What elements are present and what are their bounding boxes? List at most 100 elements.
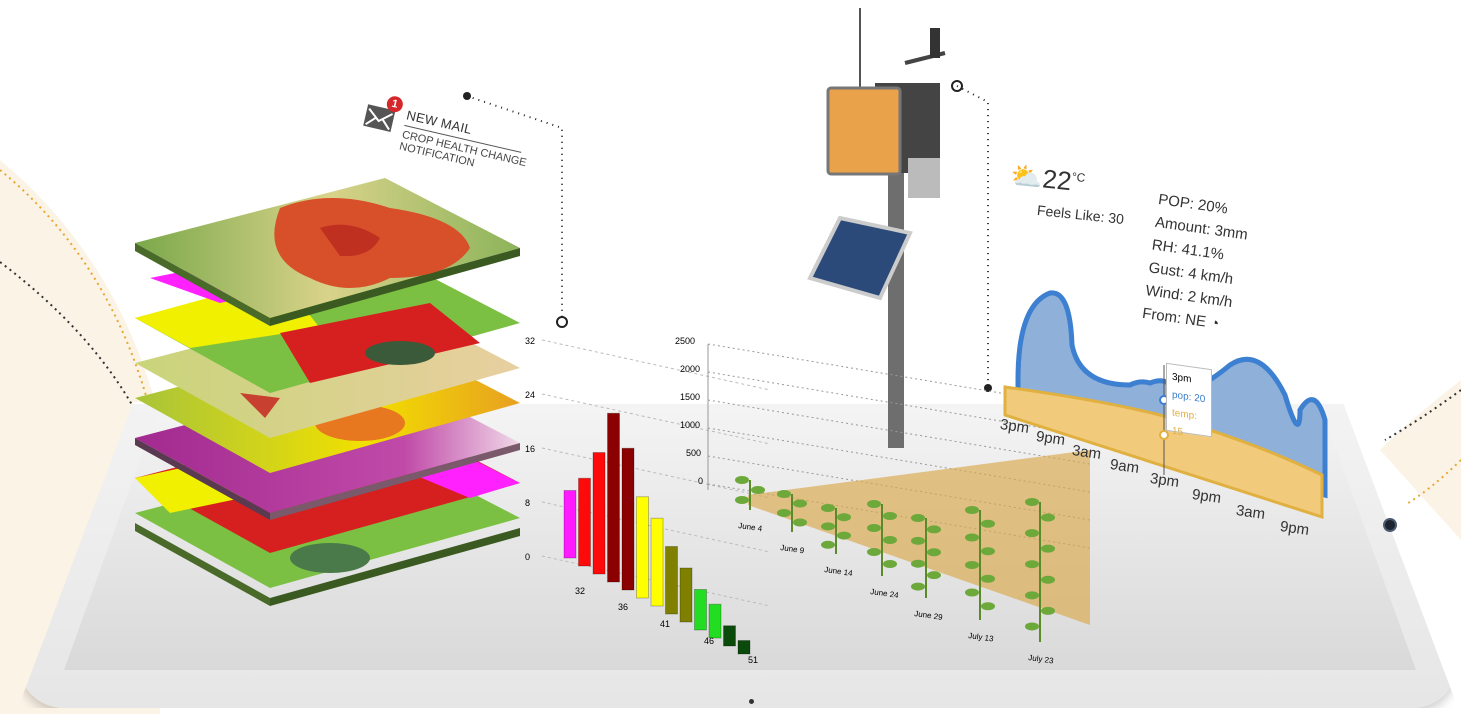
left-orange-arc <box>0 169 151 411</box>
plant-leaf <box>867 548 881 556</box>
histogram-bar <box>578 477 591 567</box>
date-label: June 29 <box>914 609 944 622</box>
histogram-bar <box>563 490 577 559</box>
radiation-shield <box>908 158 940 198</box>
grid-line <box>541 339 770 391</box>
forecast-tooltip: 3pm pop: 20 temp: 15 <box>1166 362 1212 438</box>
camera-icon <box>1383 518 1397 532</box>
histogram-bar <box>723 625 736 647</box>
plant-leaf <box>821 540 835 549</box>
y-tick: 0 <box>698 476 703 486</box>
plant-leaf <box>883 512 897 520</box>
plant-leaf <box>911 514 925 522</box>
plant-leaf <box>1041 544 1055 553</box>
histogram-bar <box>636 496 649 599</box>
plant-leaf <box>911 536 925 545</box>
y-tick: 0 <box>525 552 530 562</box>
plant-leaf <box>821 504 835 512</box>
date-label: June 14 <box>824 565 854 578</box>
plant-leaf <box>1041 575 1055 584</box>
date-label: July 23 <box>1028 653 1055 666</box>
histogram-bar <box>607 412 620 583</box>
home-indicator <box>749 699 754 704</box>
right-orange-arc <box>1404 459 1461 506</box>
date-label: July 13 <box>968 631 995 644</box>
mail-notification[interactable]: 1 NEW MAIL CROP HEALTH CHANGE NOTIFICATI… <box>363 94 534 169</box>
histogram-bar <box>737 640 751 655</box>
grid-line <box>541 393 770 445</box>
y-tick: 500 <box>686 448 701 458</box>
plant-leaf <box>965 533 979 542</box>
y-tick: 32 <box>525 336 535 346</box>
weather-station <box>807 8 946 448</box>
y-tick: 8 <box>525 498 530 508</box>
x-tick: 46 <box>704 636 714 646</box>
plant-leaf <box>927 548 941 557</box>
weather-details: POP: 20% Amount: 3mm RH: 41.1% Gust: 4 k… <box>1141 188 1253 338</box>
y-tick: 16 <box>525 444 535 454</box>
y-tick: 2000 <box>680 364 700 374</box>
plant-leaf <box>981 602 995 611</box>
plant-leaf <box>1041 606 1055 615</box>
plant-leaf <box>1025 560 1039 569</box>
plant-leaf <box>927 525 941 534</box>
y-tick: 24 <box>525 390 535 400</box>
plant-leaf <box>793 518 807 527</box>
plant-leaf <box>1025 529 1039 538</box>
date-label: June 24 <box>870 587 900 600</box>
x-tick: 41 <box>660 619 670 629</box>
map-layers <box>135 178 520 606</box>
map-layer-1 <box>135 178 520 326</box>
plant-leaf <box>981 574 995 583</box>
histogram-bar <box>708 603 722 639</box>
plant-leaf <box>911 582 925 591</box>
histogram-bar <box>679 567 693 623</box>
grid-line <box>541 447 770 499</box>
plant-leaf <box>867 524 881 532</box>
y-tick: 2500 <box>675 336 695 346</box>
x-tick: 51 <box>748 655 758 665</box>
plant-leaf <box>883 560 897 568</box>
direction-arrow-icon: ◔ <box>1208 314 1221 333</box>
date-label: June 9 <box>780 543 806 555</box>
x-tick: 36 <box>618 602 628 612</box>
plant-leaf <box>793 499 807 508</box>
plant-leaf <box>965 561 979 569</box>
date-label: June 4 <box>738 521 764 533</box>
histogram-bar <box>665 546 678 615</box>
plant-leaf <box>981 519 995 528</box>
plant-leaf <box>1025 591 1039 600</box>
plant-leaf <box>821 522 835 531</box>
plant-leaf <box>927 571 941 580</box>
histogram-bar <box>650 517 664 607</box>
connector-ring <box>556 316 568 328</box>
y-tick: 1500 <box>680 392 700 402</box>
connector-line <box>466 95 563 318</box>
histogram-bar <box>592 452 606 575</box>
logger-box <box>826 86 902 176</box>
plant-leaf <box>965 506 979 514</box>
histogram-bar <box>621 447 635 591</box>
plant-leaf <box>837 531 851 540</box>
plant-leaf <box>1041 513 1055 522</box>
plant-leaf <box>837 513 851 522</box>
plant-leaf <box>867 500 881 508</box>
connector-dot <box>984 384 992 392</box>
feels-like-value: 30 <box>1107 209 1125 228</box>
solar-panel <box>807 215 913 301</box>
plant-leaf <box>1025 622 1039 631</box>
plant-leaf <box>735 476 749 484</box>
plant-leaf <box>911 559 925 568</box>
temp-marker <box>1159 430 1169 440</box>
cloud-sun-icon: ⛅ <box>1008 160 1045 194</box>
plant-leaf <box>777 490 791 498</box>
plant-leaf <box>735 496 749 504</box>
histogram-bar <box>694 589 707 631</box>
envelope-icon <box>363 104 396 132</box>
plant-leaf <box>751 486 765 494</box>
wind-sensor <box>930 28 940 58</box>
plant-leaf <box>883 536 897 544</box>
plant-leaf <box>777 509 791 517</box>
plant-leaf <box>965 588 979 597</box>
